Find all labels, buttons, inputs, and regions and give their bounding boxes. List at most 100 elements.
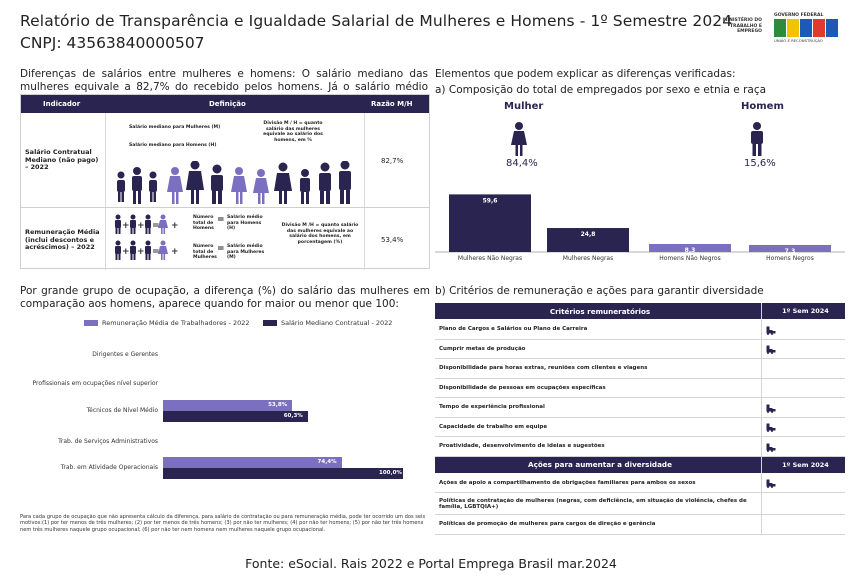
women-pct: 84,4% [506, 158, 538, 169]
check-icon [766, 339, 776, 358]
svg-text:+: + [137, 221, 145, 231]
criteria-row: Plano de Cargos e Salários ou Plano de C… [435, 320, 845, 340]
svg-text:+: + [171, 247, 179, 257]
svg-text:=: = [152, 247, 160, 257]
gov-logo-bottom: UNIÃO E RECONSTRUÇÃO [774, 38, 823, 43]
action-status [762, 474, 845, 493]
row2-def-women: Número total de Mulheres [193, 244, 217, 261]
bar-value-label: 24,8 [581, 231, 596, 238]
criteria-row: Disponibilidade para horas extras, reuni… [435, 359, 845, 379]
row1-def-women: Salário mediano para Mulheres (M) [129, 125, 221, 130]
svg-text:+: + [122, 221, 130, 231]
people-equation-figures: + + = + + = + + [115, 214, 179, 260]
criteria-label: Tempo de experiência profissional [435, 398, 762, 417]
category-label: Homens Negros [766, 255, 814, 262]
action-label: Políticas de contratação de mulheres (ne… [435, 493, 762, 514]
row2-value: 53,4% [381, 236, 404, 244]
actions-header-label: Ações para aumentar a diversidade [435, 456, 762, 473]
actions-header: Ações para aumentar a diversidade 1º Sem… [435, 456, 845, 474]
composition-bar-chart: 59,6 Mulheres Não Negras 24,8 Mulheres Negr… [435, 194, 845, 262]
equals-sign-2: = [217, 244, 225, 254]
occupation-bar [163, 400, 293, 411]
gov-logo: GOVERNO FEDERAL UNIÃO E RECONSTRUÇÃO [774, 13, 842, 47]
action-status [762, 515, 845, 534]
check-icon [766, 398, 776, 417]
criteria-label: Capacidade de trabalho em equipe [435, 417, 762, 436]
header-razao: Razão M/H [371, 100, 413, 108]
check-icon [766, 417, 776, 436]
occupation-bar [163, 457, 342, 468]
occupation-category-label: Trab. em Atividade Operacionais [60, 464, 158, 471]
composition-chart: Mulher Homem 84,4% 15,6% 59,6 Mulheres Nã… [435, 96, 845, 271]
equals-sign-1: = [217, 215, 225, 225]
occupation-bar-value: 100,0% [379, 470, 402, 476]
action-row: Ações de apoio a compartilhamento de obr… [435, 473, 845, 493]
category-label: Homens Não Negros [659, 255, 720, 262]
row2-label: Remuneração Média (inclui descontos e ac… [25, 228, 100, 251]
row1-def-ratio: Divisão M / H = quanto salário das mulhe… [263, 121, 323, 143]
legend-mediano: Salário Mediano Contratual - 2022 [281, 319, 393, 327]
woman-icon [511, 122, 527, 156]
action-status [762, 493, 845, 514]
criteria-header-period: 1º Sem 2024 [782, 307, 829, 315]
men-pct: 15,6% [744, 158, 776, 169]
row2-def-men: Número total de Homens [193, 215, 214, 232]
occupation-bar-value: 53,8% [268, 402, 288, 408]
criteria-label: Proatividade, desenvolvimento de ideias … [435, 437, 762, 456]
cnpj: CNPJ: 43563840000507 [20, 34, 205, 52]
criteria-row: Cumprir metas de produção [435, 339, 845, 359]
criteria-label: Disponibilidade de pessoas em ocupações … [435, 378, 762, 397]
occupation-category-label: Trab. de Serviços Administrativos [58, 438, 158, 445]
legend-swatch-mediano [263, 320, 277, 326]
category-label: Mulheres Não Negras [458, 255, 522, 262]
svg-text:+: + [137, 247, 145, 257]
man-icon [751, 122, 763, 156]
header-indicador: Indicador [43, 100, 81, 108]
row1-label: Salário Contratual Mediano (não pago) – … [25, 148, 99, 171]
criteria-label: Plano de Cargos e Salários ou Plano de C… [435, 320, 762, 339]
category-label: Mulheres Negras [563, 255, 613, 262]
criteria-header-label: Critérios remuneratórios [435, 303, 762, 319]
composition-subtitle: a) Composição do total de empregados por… [435, 84, 767, 96]
criteria-label: Cumprir metas de produção [435, 339, 762, 358]
criteria-row: Proatividade, desenvolvimento de ideias … [435, 437, 845, 457]
occupation-category-label: Dirigentes e Gerentes [92, 351, 158, 358]
occupation-text: Por grande grupo de ocupação, a diferenç… [20, 285, 430, 310]
gov-logo-word-graphic [774, 19, 842, 37]
action-label: Ações de apoio a compartilhamento de obr… [435, 473, 762, 492]
legend-swatch-remuneracao [84, 320, 98, 326]
footnote: Para cada grupo de ocupação que não apre… [20, 514, 426, 533]
actions-header-period: 1º Sem 2024 [782, 460, 829, 469]
criteria-status [762, 418, 845, 437]
row2-def-ratio: Divisão M /H = quanto salário das mulher… [281, 223, 359, 245]
bar-0 [449, 194, 531, 252]
men-label: Homem [741, 101, 784, 112]
criteria-label: Disponibilidade para horas extras, reuni… [435, 359, 762, 378]
criteria-row: Tempo de experiência profissional [435, 398, 845, 418]
criteria-subtitle: b) Critérios de remuneração e ações para… [435, 285, 764, 297]
occupation-category-label: Profissionais em ocupações nível superio… [32, 380, 158, 387]
criteria-row: Capacidade de trabalho em equipe [435, 417, 845, 437]
bar-1 [547, 228, 629, 252]
occupation-bar [163, 468, 403, 479]
indicator-table: Indicador Definição Razão M/H Salário Co… [20, 94, 430, 270]
women-label: Mulher [504, 101, 544, 112]
check-icon [766, 437, 776, 456]
action-label: Políticas de promoção de mulheres para c… [435, 515, 762, 534]
bar-2 [649, 243, 731, 252]
svg-text:+: + [171, 221, 179, 231]
criteria-table: Critérios remuneratórios 1º Sem 2024 Pla… [435, 303, 845, 535]
row1-def-men: Salário mediano para Homens (H) [129, 143, 217, 148]
occupation-bar-chart: Remuneração Média de Trabalhadores - 202… [20, 312, 430, 512]
occupation-category-label: Técnicos de Nível Médio [86, 407, 158, 414]
occupation-bar-value: 60,3% [283, 413, 303, 419]
indicator-table-header: Indicador Definição Razão M/H [21, 95, 429, 113]
criteria-status [762, 340, 845, 359]
header-definicao: Definição [209, 100, 246, 108]
check-icon [766, 473, 776, 492]
bar-value-label: 8,3 [685, 247, 696, 254]
occupation-bar-value: 74,4% [317, 459, 337, 465]
legend-remuneracao: Remuneração Média de Trabalhadores - 202… [102, 319, 250, 327]
action-row: Políticas de contratação de mulheres (ne… [435, 493, 845, 515]
criteria-status [762, 437, 845, 456]
